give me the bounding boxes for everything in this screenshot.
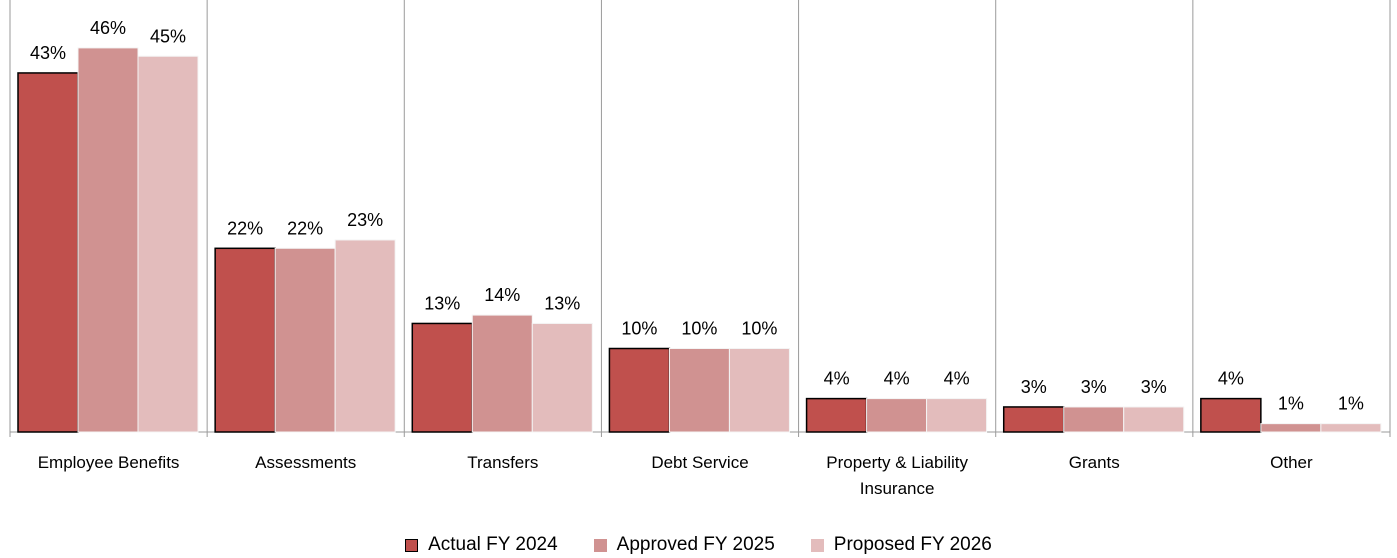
- legend: Actual FY 2024 Approved FY 2025 Proposed F…: [0, 534, 1397, 556]
- bar: [1200, 397, 1262, 433]
- bar: [668, 348, 730, 433]
- x-tick-label: Assessments: [255, 453, 357, 472]
- x-tick-label: Other: [1270, 453, 1313, 472]
- data-label: 4%: [944, 369, 970, 389]
- bar: [1320, 423, 1382, 433]
- legend-item: Proposed FY 2026: [810, 534, 992, 556]
- bar: [1002, 406, 1065, 433]
- bar: [1063, 406, 1125, 433]
- data-label: 14%: [484, 285, 520, 305]
- data-label: 4%: [1218, 369, 1244, 389]
- bar: [608, 347, 671, 433]
- data-label: 1%: [1278, 394, 1304, 414]
- data-label: 3%: [1141, 377, 1167, 397]
- legend-label: Approved FY 2025: [616, 534, 775, 555]
- bar: [137, 55, 199, 433]
- x-tick-label: Property & Liability Insurance: [826, 453, 968, 498]
- bar: [805, 397, 868, 433]
- data-label: 43%: [30, 43, 66, 63]
- legend-swatch: [405, 538, 419, 552]
- bar: [531, 322, 593, 433]
- legend-item: Actual FY 2024: [405, 534, 558, 556]
- bar: [17, 72, 79, 433]
- bar: [334, 239, 396, 433]
- legend-swatch: [810, 538, 824, 552]
- data-label: 23%: [347, 210, 383, 230]
- data-label: 22%: [287, 218, 323, 238]
- data-label: 46%: [90, 18, 126, 38]
- legend-label: Proposed FY 2026: [833, 534, 992, 555]
- data-label: 13%: [424, 293, 460, 313]
- data-label: 1%: [1338, 394, 1364, 414]
- data-label: 22%: [227, 218, 263, 238]
- legend-swatch: [593, 538, 607, 552]
- bar: [1260, 423, 1322, 433]
- bar: [926, 398, 988, 433]
- bar: [1123, 406, 1185, 433]
- legend-label: Actual FY 2024: [428, 534, 558, 555]
- data-label: 3%: [1021, 377, 1047, 397]
- bar: [214, 247, 276, 433]
- data-label: 45%: [150, 26, 186, 46]
- data-label: 10%: [741, 319, 777, 339]
- bar: [728, 348, 790, 433]
- bar: [411, 322, 474, 433]
- x-tick-label: Employee Benefits: [37, 453, 180, 472]
- x-tick-label: Grants: [1068, 453, 1120, 472]
- data-label: 4%: [884, 369, 910, 389]
- bar: [274, 247, 336, 433]
- data-label: 3%: [1081, 377, 1107, 397]
- data-label: 13%: [544, 293, 580, 313]
- plot: 43% 46% 45% 22% 22% 23% 13% 14% 13% 10% 10% 10% 4% 4%…: [9, 0, 1391, 437]
- x-tick-label: Debt Service: [651, 453, 749, 472]
- bar: [77, 47, 139, 433]
- bar: [471, 314, 533, 433]
- data-label: 4%: [824, 369, 850, 389]
- data-label: 10%: [621, 319, 657, 339]
- data-label: 10%: [681, 319, 717, 339]
- x-tick-label: Transfers: [467, 453, 539, 472]
- legend-item: Approved FY 2025: [593, 534, 775, 556]
- bar: [866, 398, 928, 433]
